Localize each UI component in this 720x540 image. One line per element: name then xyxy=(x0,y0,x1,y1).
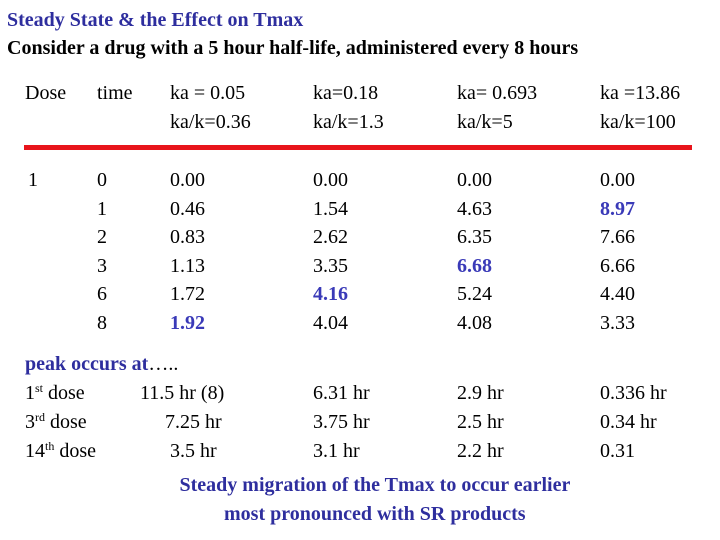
value-cell: 1.92 xyxy=(170,312,205,334)
value-cell: 8.97 xyxy=(600,197,635,220)
value-cell: 0.00 xyxy=(313,169,348,191)
dose-label: 14th dose xyxy=(25,439,96,463)
peak-heading: peak occurs at….. xyxy=(25,352,178,376)
dose-number: 14 xyxy=(25,440,45,462)
value-cell: 0.46 xyxy=(170,197,205,220)
peak-value: 3.75 hr xyxy=(313,411,370,433)
value-cell: 4.16 xyxy=(313,283,348,306)
value-cell: 6.68 xyxy=(457,254,492,277)
time-cell: 2 xyxy=(97,226,107,249)
dose-suffix: st xyxy=(35,381,44,395)
title: Steady State & the Effect on Tmax xyxy=(7,9,304,31)
dose-number: 1 xyxy=(25,382,35,404)
peak-value: 3.1 hr xyxy=(313,440,360,462)
value-cell: 0.83 xyxy=(170,226,205,249)
peak-value: 2.5 hr xyxy=(457,411,504,433)
peak-value: 2.2 hr xyxy=(457,440,504,462)
value-cell: 4.63 xyxy=(457,197,492,220)
value-cell: 4.08 xyxy=(457,312,492,334)
value-cell: 4.04 xyxy=(313,312,348,334)
value-cell: 2.62 xyxy=(313,226,348,249)
column-header: ka =13.86 xyxy=(600,82,681,104)
column-header: ka/k=1.3 xyxy=(313,111,384,133)
value-cell: 0.00 xyxy=(170,169,205,191)
peak-value: 0.31 xyxy=(600,440,635,462)
column-header: time xyxy=(97,82,133,104)
column-header: ka=0.18 xyxy=(313,82,379,104)
value-cell: 1.13 xyxy=(170,254,205,277)
peak-value: 7.25 hr xyxy=(165,411,222,433)
dose-cell: 1 xyxy=(28,169,38,191)
time-cell: 6 xyxy=(97,283,107,306)
divider xyxy=(24,145,692,150)
time-cell: 3 xyxy=(97,254,107,277)
dose-label: 1st dose xyxy=(25,381,85,405)
column-header: ka = 0.05 xyxy=(170,82,246,104)
footer-line: most pronounced with SR products xyxy=(224,503,526,525)
time-cell: 1 xyxy=(97,197,107,220)
subtitle: Consider a drug with a 5 hour half-life,… xyxy=(7,37,579,59)
column-header: ka/k=5 xyxy=(457,111,513,133)
value-cell: 3.35 xyxy=(313,254,348,277)
ellipsis: ….. xyxy=(148,353,179,375)
value-cell: 3.33 xyxy=(600,312,635,334)
dose-number: 3 xyxy=(25,411,35,433)
peak-value: 6.31 hr xyxy=(313,382,370,404)
value-cell: 6.66 xyxy=(600,254,635,277)
value-cell: 6.35 xyxy=(457,226,492,249)
time-cell: 8 xyxy=(97,312,107,334)
time-cell: 0 xyxy=(97,169,107,191)
dose-suffix: rd xyxy=(35,410,45,424)
dose-word: dose xyxy=(59,440,97,462)
column-header: ka= 0.693 xyxy=(457,82,538,104)
peak-value: 0.34 hr xyxy=(600,411,657,433)
value-cell: 0.00 xyxy=(600,169,635,191)
column-header: ka/k=100 xyxy=(600,111,676,133)
value-cell: 1.54 xyxy=(313,197,348,220)
value-cell: 0.00 xyxy=(457,169,492,191)
peak-heading-text: peak occurs at xyxy=(25,353,149,375)
value-cell: 4.40 xyxy=(600,283,635,306)
dose-word: dose xyxy=(48,382,85,404)
dose-suffix: th xyxy=(45,439,55,453)
peak-value: 2.9 hr xyxy=(457,382,504,404)
column-header: ka/k=0.36 xyxy=(170,111,251,133)
dose-word: dose xyxy=(50,411,87,433)
value-cell: 7.66 xyxy=(600,226,635,249)
column-header: Dose xyxy=(25,82,67,104)
value-cell: 5.24 xyxy=(457,283,492,306)
peak-value: 0.336 hr xyxy=(600,382,667,404)
dose-label: 3rd dose xyxy=(25,410,87,434)
peak-value: 11.5 hr (8) xyxy=(140,382,225,404)
footer-line: Steady migration of the Tmax to occur ea… xyxy=(179,474,571,496)
peak-value: 3.5 hr xyxy=(170,440,217,462)
value-cell: 1.72 xyxy=(170,283,205,306)
